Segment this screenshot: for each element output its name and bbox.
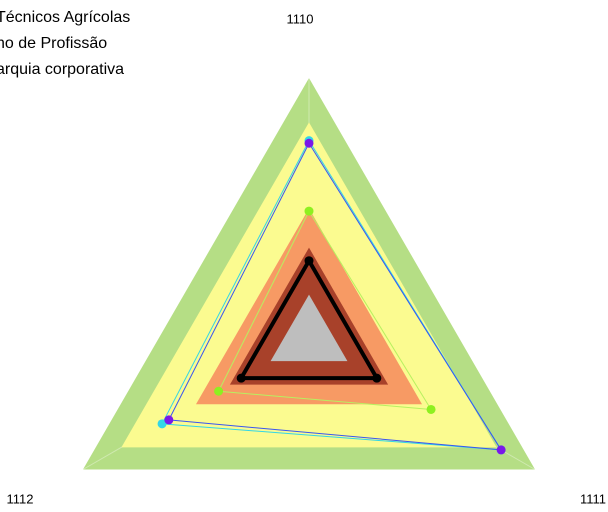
marker [164, 415, 174, 425]
axis-label: 1110 [287, 11, 314, 26]
marker [372, 373, 382, 383]
marker [426, 404, 436, 414]
series-line [168, 142, 502, 451]
title-line: arquia corporativa [0, 61, 124, 78]
marker [496, 445, 506, 455]
series-line [218, 210, 432, 410]
series-line [161, 140, 502, 451]
marker [304, 256, 314, 266]
marker [157, 419, 167, 429]
marker [214, 386, 224, 396]
title-line: Técnicos Agrícolas [0, 9, 130, 26]
axis-label: 1112 [7, 491, 34, 506]
series-line [239, 258, 379, 381]
marker [304, 206, 314, 216]
band [270, 294, 348, 362]
marker [236, 373, 246, 383]
axis-label: 1111 [580, 491, 606, 506]
marker [304, 138, 314, 148]
title-line: no de Profissão [0, 35, 107, 52]
